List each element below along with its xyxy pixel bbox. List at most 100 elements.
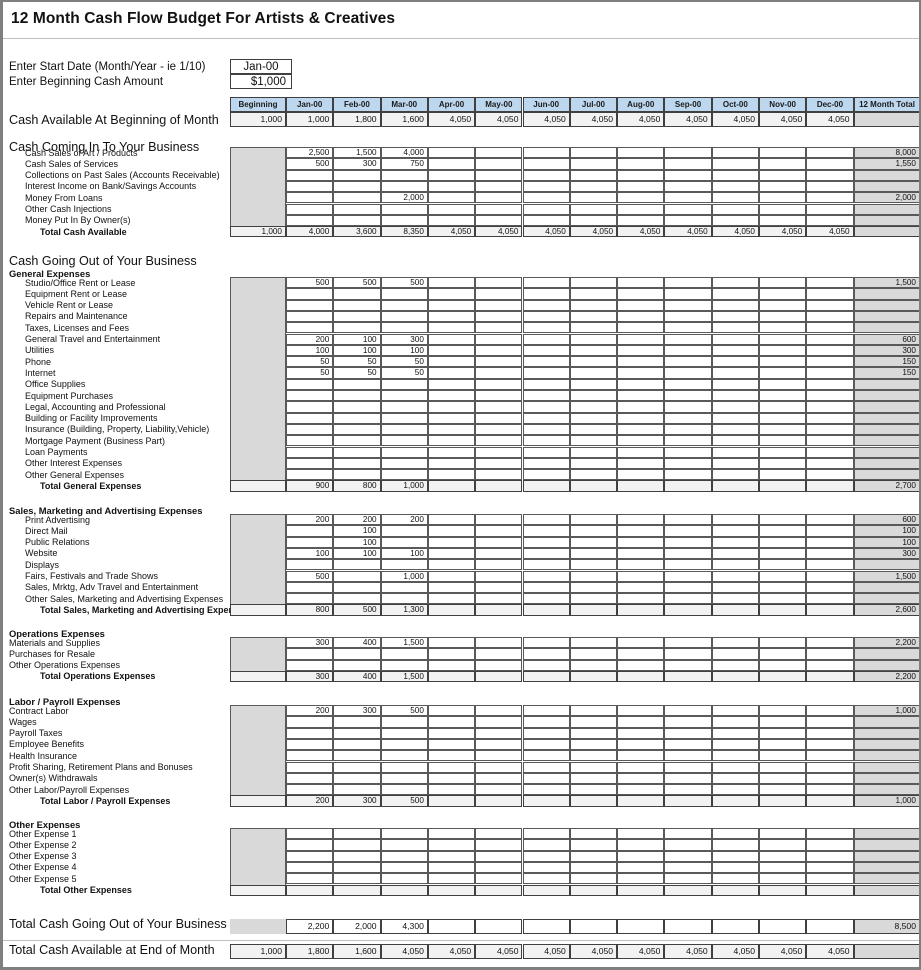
- labor-cell[interactable]: [664, 772, 712, 785]
- general-expenses-cell[interactable]: [475, 457, 523, 470]
- labor-cell[interactable]: [333, 784, 381, 796]
- sales-marketing-cell[interactable]: [475, 547, 523, 560]
- sales-marketing-cell[interactable]: [427, 536, 476, 548]
- other-expenses-cell[interactable]: [333, 861, 381, 874]
- operations-cell[interactable]: [806, 648, 854, 660]
- labor-cell[interactable]: [569, 750, 618, 762]
- general-expenses-cell[interactable]: [522, 390, 570, 402]
- labor-cell[interactable]: [711, 772, 759, 785]
- general-expenses-cell[interactable]: [569, 277, 618, 289]
- cash-in-cell[interactable]: [475, 192, 523, 204]
- other-expenses-cell[interactable]: [711, 850, 759, 862]
- sales-marketing-cell[interactable]: [806, 593, 854, 605]
- cash-in-cell[interactable]: [664, 158, 712, 170]
- general-expenses-cell[interactable]: 500: [286, 277, 334, 289]
- sales-marketing-cell[interactable]: [569, 593, 618, 605]
- general-expenses-cell[interactable]: [427, 310, 476, 323]
- general-expenses-cell[interactable]: [475, 310, 523, 323]
- general-expenses-cell[interactable]: 100: [333, 344, 381, 357]
- cash-in-cell[interactable]: [569, 180, 618, 193]
- labor-cell[interactable]: [711, 761, 759, 773]
- labor-cell[interactable]: [380, 716, 428, 728]
- general-expenses-cell[interactable]: [617, 401, 665, 413]
- general-expenses-cell[interactable]: [664, 333, 712, 345]
- general-expenses-cell[interactable]: [286, 288, 334, 300]
- labor-cell[interactable]: [522, 738, 570, 751]
- cash-available-beginning-cell[interactable]: 4,050: [711, 112, 759, 127]
- general-expenses-cell[interactable]: [427, 390, 476, 402]
- operations-cell[interactable]: [569, 637, 618, 649]
- labor-cell[interactable]: [617, 727, 665, 739]
- general-expenses-cell[interactable]: [806, 322, 854, 334]
- general-expenses-cell[interactable]: [427, 367, 476, 379]
- operations-cell[interactable]: [427, 637, 476, 649]
- other-expenses-cell[interactable]: [475, 839, 523, 851]
- labor-cell[interactable]: [806, 705, 854, 717]
- sales-marketing-cell[interactable]: [522, 559, 570, 571]
- general-expenses-cell[interactable]: [427, 412, 476, 424]
- cash-in-cell[interactable]: [617, 147, 665, 159]
- labor-cell[interactable]: [617, 716, 665, 728]
- cash-in-cell[interactable]: [286, 192, 334, 204]
- sales-marketing-cell[interactable]: [522, 514, 570, 526]
- sales-marketing-cell[interactable]: [427, 581, 476, 594]
- general-expenses-cell[interactable]: [522, 435, 570, 447]
- cash-available-beginning-cell[interactable]: 1,000: [286, 112, 334, 127]
- general-expenses-cell[interactable]: [522, 288, 570, 300]
- cash-in-cell[interactable]: [427, 147, 476, 159]
- cash-in-cell[interactable]: [380, 169, 428, 181]
- general-expenses-cell[interactable]: [380, 412, 428, 424]
- sales-marketing-cell[interactable]: [617, 536, 665, 548]
- operations-cell[interactable]: [711, 659, 759, 671]
- cash-available-beginning-cell[interactable]: 4,050: [475, 112, 523, 127]
- operations-cell[interactable]: [569, 659, 618, 671]
- cash-in-cell[interactable]: [711, 192, 759, 204]
- general-expenses-cell[interactable]: [711, 333, 759, 345]
- operations-cell[interactable]: [333, 648, 381, 660]
- other-expenses-cell[interactable]: [664, 828, 712, 840]
- labor-cell[interactable]: [806, 727, 854, 739]
- cash-in-cell[interactable]: [617, 203, 665, 215]
- labor-cell[interactable]: [806, 716, 854, 728]
- labor-cell[interactable]: [569, 772, 618, 785]
- general-expenses-cell[interactable]: [759, 457, 807, 470]
- general-expenses-cell[interactable]: [475, 412, 523, 424]
- cash-in-cell[interactable]: [427, 169, 476, 181]
- sales-marketing-cell[interactable]: [522, 570, 570, 582]
- general-expenses-cell[interactable]: [427, 435, 476, 447]
- sales-marketing-cell[interactable]: [569, 547, 618, 560]
- sales-marketing-cell[interactable]: [711, 570, 759, 582]
- cash-in-cell[interactable]: [806, 147, 854, 159]
- general-expenses-cell[interactable]: 50: [286, 367, 334, 379]
- general-expenses-cell[interactable]: 300: [380, 333, 428, 345]
- general-expenses-cell[interactable]: [286, 435, 334, 447]
- sales-marketing-cell[interactable]: [806, 559, 854, 571]
- other-expenses-cell[interactable]: [333, 839, 381, 851]
- cash-in-cell[interactable]: [806, 158, 854, 170]
- labor-cell[interactable]: [286, 761, 334, 773]
- labor-cell[interactable]: [664, 738, 712, 751]
- cash-in-cell[interactable]: 1,500: [333, 147, 381, 159]
- general-expenses-cell[interactable]: [711, 288, 759, 300]
- general-expenses-cell[interactable]: [475, 435, 523, 447]
- general-expenses-cell[interactable]: [427, 446, 476, 458]
- operations-cell[interactable]: [427, 648, 476, 660]
- labor-cell[interactable]: [711, 784, 759, 796]
- general-expenses-cell[interactable]: [475, 469, 523, 481]
- other-expenses-cell[interactable]: [380, 873, 428, 885]
- general-expenses-cell[interactable]: [759, 390, 807, 402]
- general-expenses-cell[interactable]: [569, 446, 618, 458]
- general-expenses-cell[interactable]: [333, 423, 381, 436]
- labor-cell[interactable]: [286, 738, 334, 751]
- general-expenses-cell[interactable]: [711, 401, 759, 413]
- general-expenses-cell[interactable]: [664, 356, 712, 368]
- operations-cell[interactable]: [711, 648, 759, 660]
- general-expenses-cell[interactable]: 50: [333, 356, 381, 368]
- sales-marketing-cell[interactable]: [759, 581, 807, 594]
- cash-in-cell[interactable]: 4,000: [380, 147, 428, 159]
- general-expenses-cell[interactable]: 100: [286, 344, 334, 357]
- general-expenses-cell[interactable]: [569, 310, 618, 323]
- cash-in-cell[interactable]: [333, 192, 381, 204]
- general-expenses-cell[interactable]: [617, 423, 665, 436]
- labor-cell[interactable]: [475, 738, 523, 751]
